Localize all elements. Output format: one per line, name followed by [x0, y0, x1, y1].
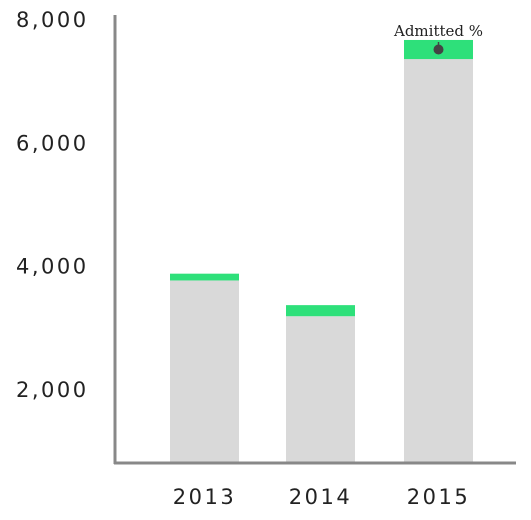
y-tick-labels: 2,000 4,000 6,000 8,000 [16, 8, 89, 402]
bar-2014-segment-1 [286, 305, 355, 317]
x-tick-labels: 2013 2014 2015 [173, 485, 470, 509]
x-tick-label: 2013 [173, 485, 236, 509]
bar-2014-segment-0 [286, 316, 355, 463]
x-tick-label: 2014 [289, 485, 352, 509]
x-tick-label: 2015 [407, 485, 470, 509]
y-tick-label: 2,000 [16, 378, 89, 402]
annotation-dot [433, 44, 444, 55]
annotation-group: Admitted % [393, 22, 483, 55]
bar-2015-segment-0 [404, 59, 473, 463]
bar-2013-segment-0 [170, 280, 239, 463]
annotation-label: Admitted % [393, 22, 483, 40]
y-tick-label: 4,000 [16, 255, 89, 279]
y-tick-label: 8,000 [16, 8, 89, 32]
y-tick-label: 6,000 [16, 131, 89, 155]
bars-group [170, 39, 473, 463]
bar-2013-segment-1 [170, 273, 239, 281]
